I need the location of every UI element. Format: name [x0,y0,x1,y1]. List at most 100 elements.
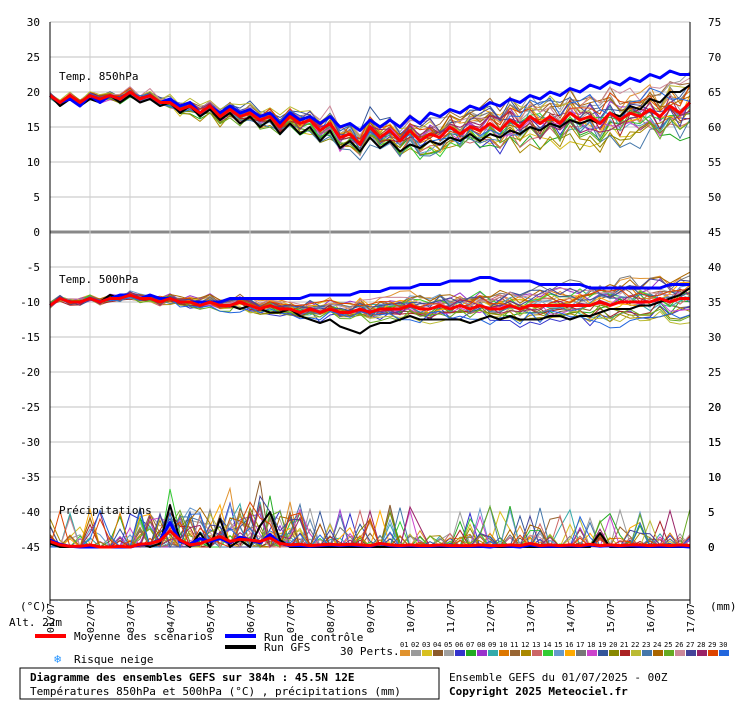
pert-legend-number: 15 [554,641,562,649]
pert-legend-number: 14 [543,641,551,649]
temp500-right-tick: 35 [708,296,721,309]
temp500-left-tick: -30 [20,436,40,449]
temp500-left-tick: -10 [20,296,40,309]
temp850-right-tick: 65 [708,86,721,99]
precip-right-tick: 5 [708,506,715,519]
legend: Moyenne des scénarios Run de contrôle Ru… [35,630,729,666]
x-tick-label: 01/07 [46,603,57,633]
chart-subtitle: Températures 850hPa et 500hPa (°C) , pré… [30,685,401,698]
pert-legend-number: 08 [477,641,485,649]
precip-right-tick: 10 [708,471,721,484]
pert-legend-swatch-08 [477,650,487,656]
run-info: Ensemble GEFS du 01/07/2025 - 00Z [449,671,668,684]
pert-legend-swatch-20 [609,650,619,656]
temp500-mean-line [49,293,690,314]
pert-legend-swatch-30 [719,650,729,656]
pert-legend-number: 09 [488,641,496,649]
pert-legend-swatch-16 [565,650,575,656]
pert-legend-swatch-14 [543,650,553,656]
temp850-left-tick: 30 [27,16,40,29]
temp500-right-tick: 15 [708,436,721,449]
precip-right-tick: 15 [708,436,721,449]
temp500-right-tick: 25 [708,366,721,379]
tick-labels: 302520151050-5-10-15-20-25-30-35-40-4575… [20,16,721,633]
x-tick-label: 16/07 [646,603,657,633]
x-tick-label: 10/07 [406,603,417,633]
x-tick-label: 15/07 [606,603,617,633]
pert-legend-number: 18 [587,641,595,649]
x-tick-label: 08/07 [326,603,337,633]
x-tick-label: 17/07 [686,603,697,633]
temp850-left-tick: 0 [33,226,40,239]
snowflake-icon: ❄ [54,652,61,666]
pert-legend-number: 29 [708,641,716,649]
pert-legend-swatch-04 [433,650,443,656]
pert-legend-swatch-02 [411,650,421,656]
temp500-left-tick: -5 [27,261,40,274]
temp500-right-tick: 5 [708,506,715,519]
pert-legend-swatch-24 [653,650,663,656]
temp500-left-tick: -35 [20,471,40,484]
panel-label-precip: Précipitations [59,504,152,517]
pert-legend-swatch-12 [521,650,531,656]
perturbation-legend: 01 02 03 04 05 06 07 08 09 10 11 12 13 14 15 16 17 18 19 20… [400,641,729,656]
right-unit-label: (mm) [710,600,737,613]
precip-mean-line [49,529,691,549]
pert-legend-number: 19 [598,641,606,649]
temp850-right-tick: 60 [708,121,721,134]
precip-right-tick: 0 [708,541,715,554]
temp850-left-tick: 25 [27,51,40,64]
left-unit-label: (°C) [20,600,47,613]
pert-legend-number: 05 [444,641,452,649]
x-tick-label: 04/07 [166,603,177,633]
pert-legend-number: 07 [466,641,474,649]
pert-legend-swatch-25 [664,650,674,656]
x-tick-label: 14/07 [566,603,577,633]
x-tick-label: 02/07 [86,603,97,633]
pert-legend-number: 10 [499,641,507,649]
altitude-label: Alt. 22m [9,616,62,629]
pert-legend-swatch-27 [686,650,696,656]
pert-legend-swatch-26 [675,650,685,656]
legend-perts-label: 30 Perts. [340,645,400,658]
x-tick-label: 11/07 [446,603,457,633]
legend-snow-label: Risque neige [74,653,153,666]
temp500-right-tick: 20 [708,401,721,414]
temp500-left-tick: -40 [20,506,40,519]
temp500-pert-28-line [49,288,691,316]
pert-legend-number: 01 [400,641,408,649]
pert-legend-number: 24 [653,641,661,649]
temp850-right-tick: 55 [708,156,721,169]
pert-legend-number: 11 [510,641,518,649]
temp500-control-line [49,276,690,307]
pert-legend-number: 17 [576,641,584,649]
x-tick-label: 07/07 [286,603,297,633]
pert-legend-number: 02 [411,641,419,649]
temp500-left-tick: -25 [20,401,40,414]
pert-legend-swatch-15 [554,650,564,656]
pert-legend-number: 23 [642,641,650,649]
pert-legend-number: 06 [455,641,463,649]
pert-legend-swatch-18 [587,650,597,656]
pert-legend-number: 04 [433,641,441,649]
temp850-right-tick: 50 [708,191,721,204]
pert-legend-number: 12 [521,641,529,649]
pert-legend-number: 22 [631,641,639,649]
x-tick-label: 05/07 [206,603,217,633]
pert-legend-swatch-17 [576,650,586,656]
temp850-left-tick: 20 [27,86,40,99]
pert-legend-number: 13 [532,641,540,649]
copyright: Copyright 2025 Meteociel.fr [449,685,628,698]
pert-legend-swatch-11 [510,650,520,656]
temp500-pert-22-line [49,295,691,325]
panel-label-500: Temp. 500hPa [59,273,138,286]
temp500-left-tick: -45 [20,541,40,554]
temp500-right-tick: 40 [708,261,721,274]
temp500-right-tick: 10 [708,471,721,484]
main-series-lines [49,69,692,549]
pert-legend-swatch-29 [708,650,718,656]
temp850-right-tick: 45 [708,226,721,239]
temp850-right-tick: 75 [708,16,721,29]
